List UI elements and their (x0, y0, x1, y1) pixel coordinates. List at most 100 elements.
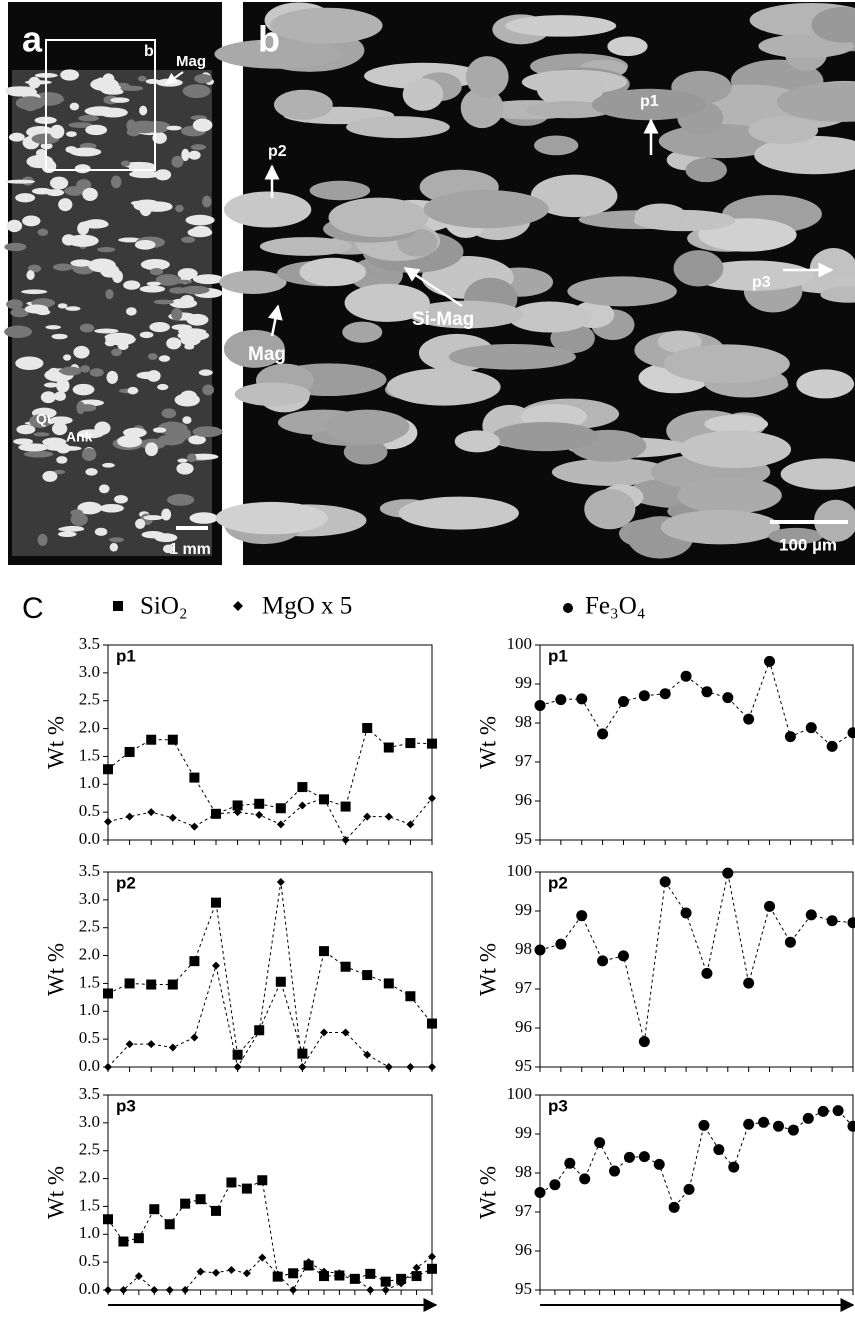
grain (77, 429, 105, 439)
series-line (107, 797, 433, 841)
panel-title: p3 (548, 1096, 568, 1115)
y-tick-label: 1.0 (79, 1223, 100, 1242)
marker (125, 812, 134, 821)
marker (805, 722, 817, 734)
legend-entry: MgO x 5 (262, 593, 352, 620)
grain (169, 298, 198, 309)
grain (152, 132, 167, 144)
grain (134, 240, 156, 250)
grain (40, 391, 56, 404)
y-tick-label: 3.5 (79, 1084, 100, 1103)
grain (118, 237, 142, 243)
marker (103, 764, 113, 775)
grain (165, 421, 175, 432)
grain (88, 258, 116, 273)
marker (576, 693, 588, 705)
marker (297, 1048, 308, 1059)
grain (15, 193, 36, 203)
marker (623, 1151, 635, 1163)
grain (188, 150, 201, 160)
grain (51, 333, 68, 340)
marker (211, 1205, 221, 1216)
marker (298, 1063, 307, 1071)
marker (384, 1063, 393, 1071)
grain (109, 537, 124, 543)
marker (427, 1263, 437, 1274)
marker (288, 1268, 299, 1279)
plot-frame (539, 871, 854, 1068)
marker (427, 738, 437, 749)
grain (323, 409, 410, 444)
grain (66, 131, 77, 137)
marker (802, 1112, 814, 1124)
grain (663, 344, 790, 384)
grain (139, 285, 166, 293)
marker (555, 694, 567, 706)
grain (181, 148, 190, 162)
grain (402, 78, 444, 111)
grain (174, 393, 200, 407)
marker (168, 1043, 177, 1052)
grain (102, 73, 115, 86)
marker (638, 690, 650, 702)
grain (13, 438, 34, 445)
annotation: p1 (640, 93, 659, 110)
series-line (539, 1110, 854, 1209)
marker (659, 688, 671, 700)
grain (202, 195, 212, 208)
grain (68, 122, 93, 128)
legend-marker (563, 603, 573, 613)
marker (146, 734, 157, 745)
series-line (107, 727, 433, 815)
grain (460, 87, 504, 129)
grain (4, 325, 33, 338)
y-tick-label: 98 (515, 1162, 532, 1181)
marker (784, 936, 796, 948)
grain (465, 56, 509, 98)
grain (6, 219, 23, 233)
grain (299, 257, 367, 287)
grain (33, 432, 50, 437)
y-tick-label: 0.5 (79, 1251, 100, 1270)
grain (96, 77, 106, 86)
marker (579, 1173, 591, 1185)
legend-marker (233, 601, 243, 611)
marker (212, 961, 220, 970)
panel-title: p1 (548, 646, 568, 665)
grain (181, 236, 196, 243)
grain (182, 84, 211, 98)
legend-entry: SiO₂ (140, 593, 188, 620)
arrow (165, 71, 184, 85)
grain (84, 106, 116, 116)
grain (56, 456, 68, 464)
marker (319, 946, 329, 957)
marker (242, 1269, 251, 1278)
grain (567, 276, 677, 307)
y-tick-label: 3.5 (79, 861, 100, 880)
grain (180, 285, 210, 295)
grain (409, 300, 524, 329)
grain (152, 427, 167, 433)
annotation: Mag (176, 53, 206, 70)
grain (46, 189, 65, 197)
grain (607, 36, 648, 57)
panel-title: p2 (548, 873, 568, 892)
grain (4, 242, 27, 252)
y-tick-label: 98 (515, 712, 532, 731)
grain (18, 443, 49, 452)
plot-frame (107, 644, 433, 841)
grain (127, 386, 139, 395)
marker (149, 1204, 160, 1215)
grain (328, 197, 429, 238)
marker (147, 1040, 156, 1049)
marker (383, 742, 394, 753)
grain (99, 503, 124, 513)
marker (363, 812, 372, 821)
grain (58, 198, 73, 212)
grain (346, 116, 450, 139)
marker (722, 692, 734, 704)
grain (41, 159, 57, 174)
grain (768, 527, 823, 545)
grain (56, 378, 70, 393)
grain (491, 421, 599, 452)
